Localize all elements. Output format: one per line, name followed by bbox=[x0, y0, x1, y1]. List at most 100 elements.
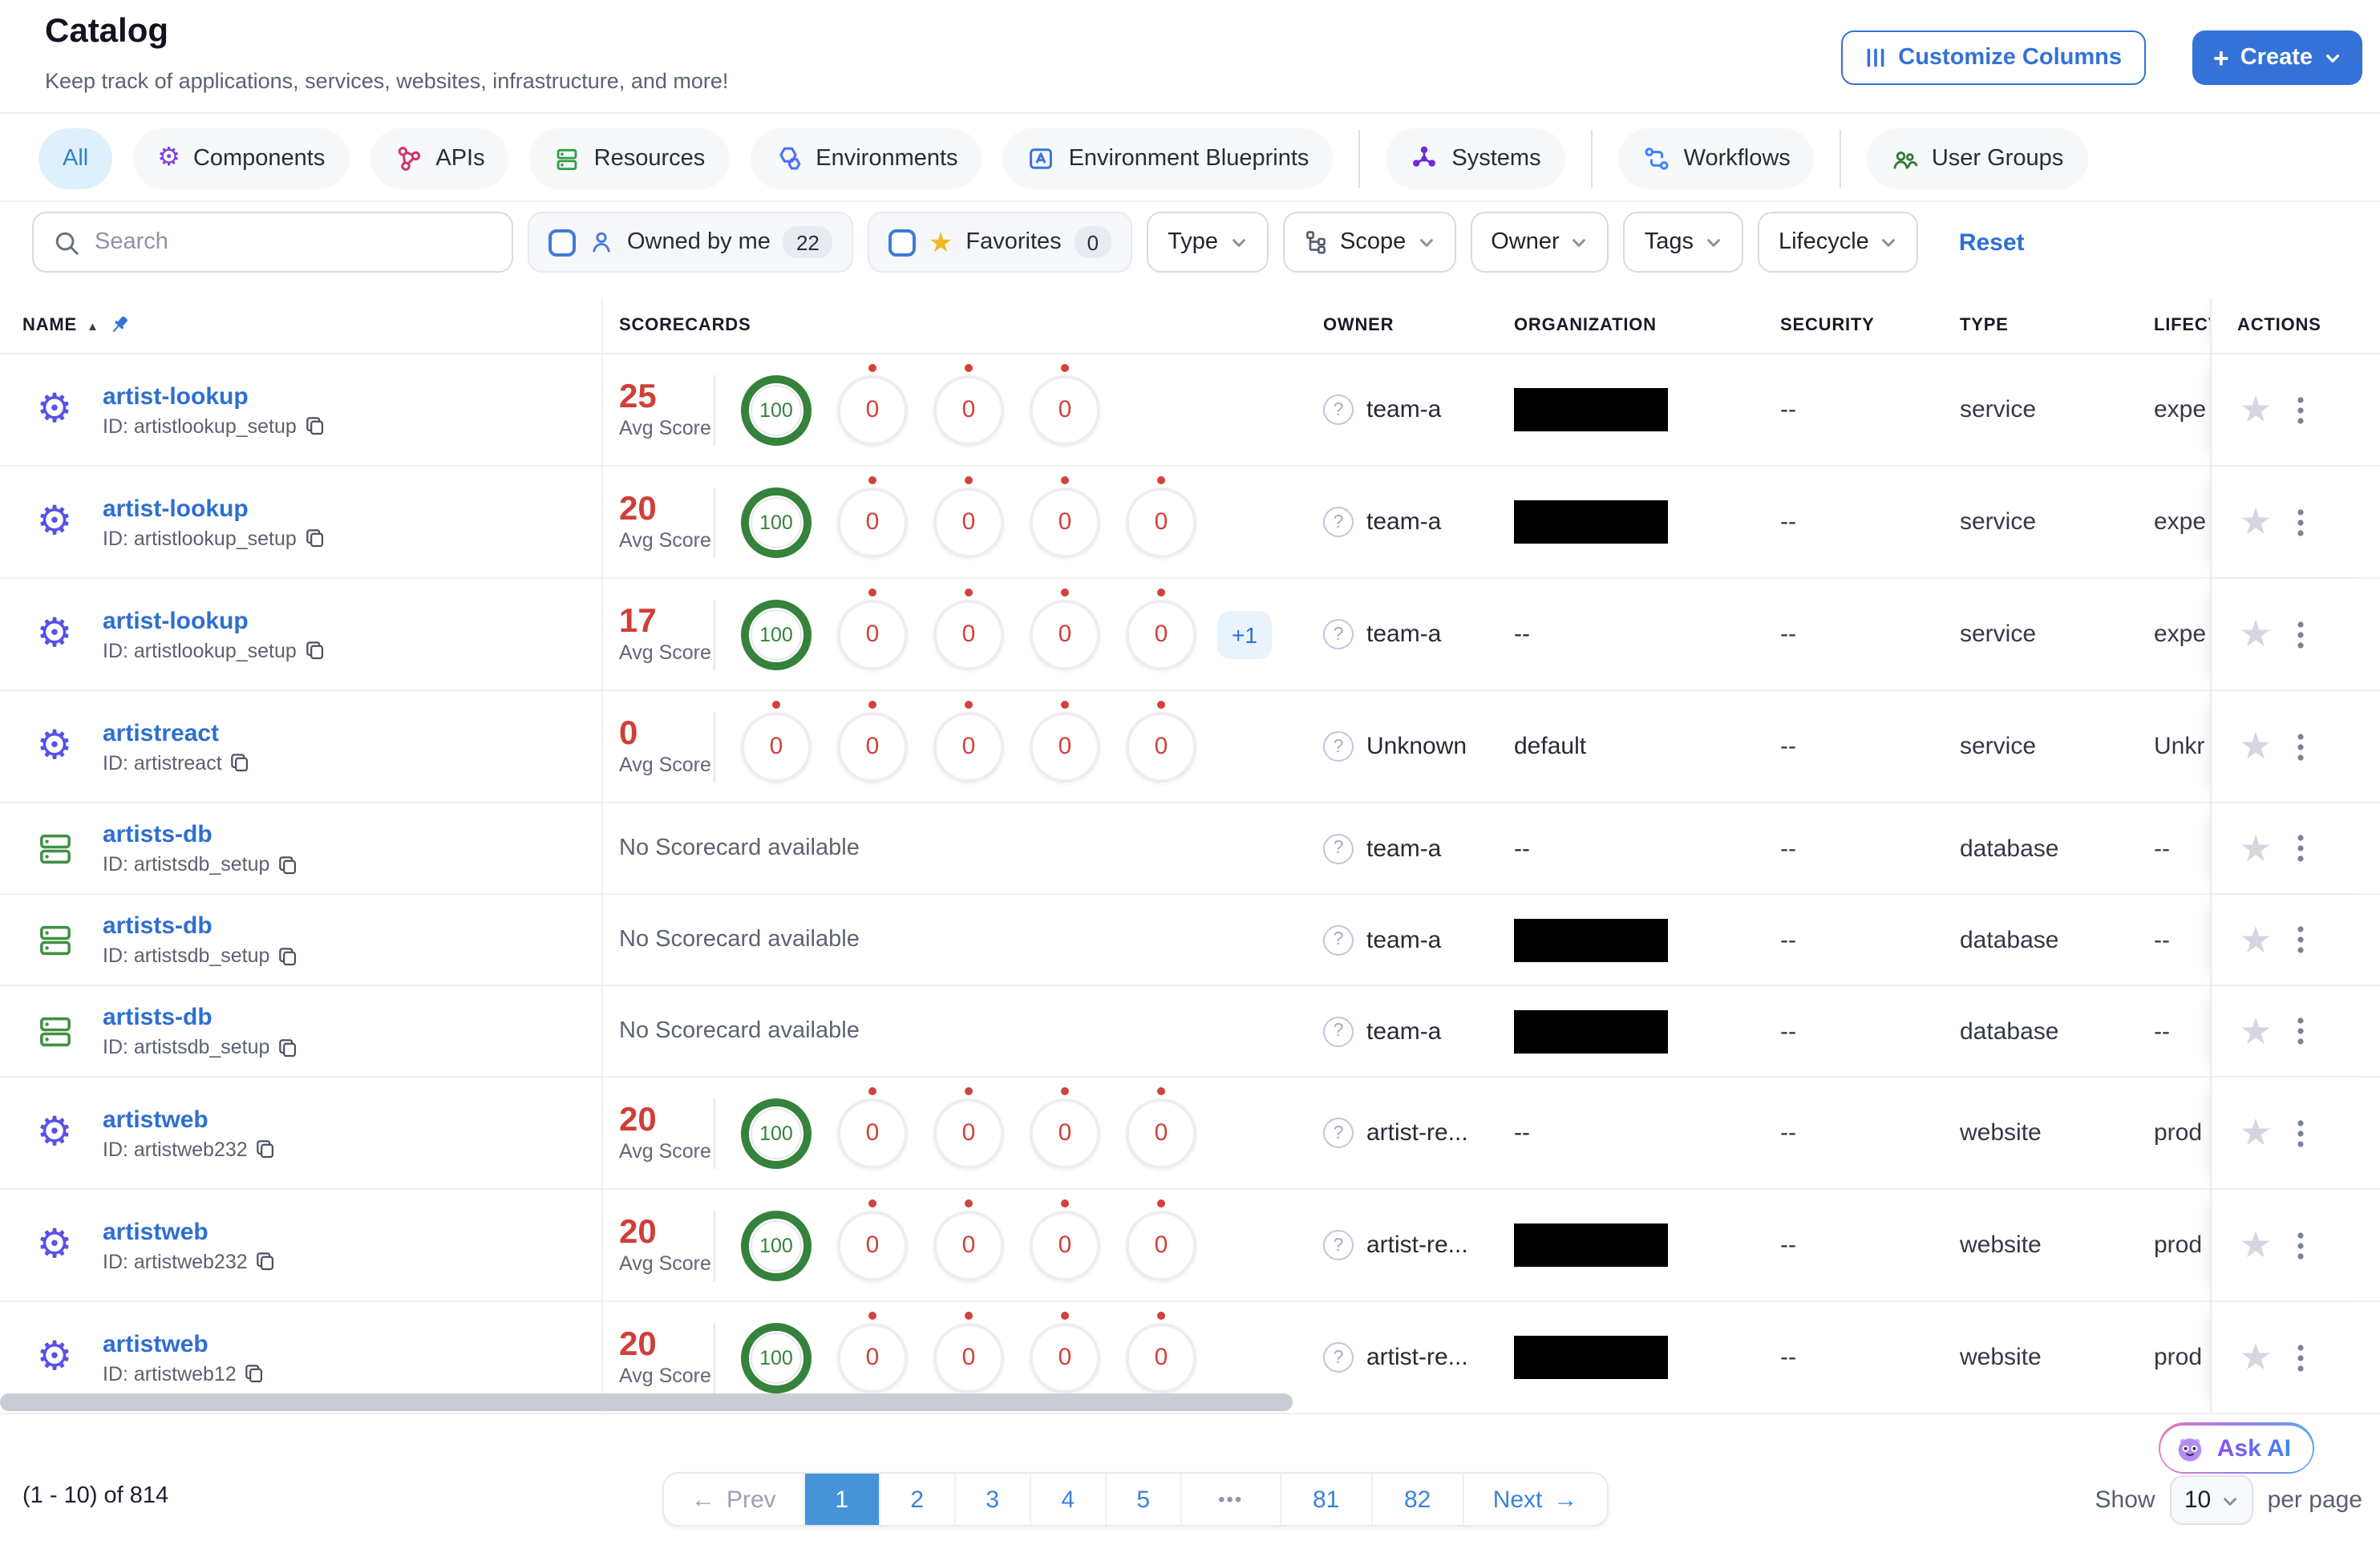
scorecard-circle[interactable]: 0 bbox=[1030, 711, 1100, 782]
pin-icon[interactable] bbox=[109, 314, 132, 337]
lifecycle-filter-dropdown[interactable]: Lifecycle bbox=[1757, 212, 1919, 273]
scorecard-circle[interactable]: 0 bbox=[837, 374, 908, 445]
tab-systems[interactable]: Systems bbox=[1386, 128, 1565, 189]
copy-icon[interactable] bbox=[277, 945, 298, 966]
copy-icon[interactable] bbox=[305, 415, 326, 436]
scorecard-circle[interactable]: 0 bbox=[933, 599, 1004, 669]
favorite-star-icon[interactable]: ★ bbox=[2239, 613, 2273, 654]
scorecard-circle[interactable]: 0 bbox=[1030, 1322, 1100, 1393]
row-menu-icon[interactable] bbox=[2297, 925, 2305, 954]
next-page-button[interactable]: Next → bbox=[1462, 1474, 1607, 1525]
row-menu-icon[interactable] bbox=[2297, 834, 2305, 863]
scorecard-circle[interactable]: 0 bbox=[933, 1210, 1004, 1280]
owner-value[interactable]: artist-re... bbox=[1366, 1119, 1468, 1147]
scorecard-circle[interactable]: 0 bbox=[1126, 1098, 1196, 1168]
page-button-2[interactable]: 2 bbox=[878, 1474, 954, 1525]
create-button[interactable]: + Create bbox=[2192, 30, 2362, 85]
entity-name-link[interactable]: artists-db bbox=[103, 821, 212, 848]
scorecard-circle[interactable]: 0 bbox=[1030, 599, 1100, 669]
row-menu-icon[interactable] bbox=[2297, 732, 2305, 761]
tab-workflows[interactable]: Workflows bbox=[1617, 128, 1815, 189]
scorecard-circle[interactable]: 100 bbox=[741, 487, 812, 557]
entity-name-link[interactable]: artistreact bbox=[103, 719, 220, 746]
owner-value[interactable]: artist-re... bbox=[1366, 1344, 1468, 1371]
column-header-name[interactable]: NAME ▲ bbox=[0, 298, 603, 353]
tab-environment-blueprints[interactable]: Environment Blueprints bbox=[1002, 128, 1334, 189]
scorecard-circle[interactable]: 0 bbox=[933, 374, 1004, 445]
more-scorecards-badge[interactable]: +1 bbox=[1217, 610, 1272, 658]
favorite-star-icon[interactable]: ★ bbox=[2239, 827, 2273, 868]
favorite-star-icon[interactable]: ★ bbox=[2239, 725, 2273, 766]
favorite-star-icon[interactable]: ★ bbox=[2239, 1336, 2273, 1377]
copy-icon[interactable] bbox=[256, 1139, 277, 1159]
column-header-lifecycle[interactable]: LIFECYCLE bbox=[2154, 316, 2210, 335]
prev-page-button[interactable]: ← Prev bbox=[691, 1486, 776, 1513]
row-menu-icon[interactable] bbox=[2297, 395, 2305, 424]
column-header-scorecards[interactable]: SCORECARDS bbox=[619, 316, 751, 335]
tab-all[interactable]: All bbox=[38, 128, 113, 189]
type-filter-dropdown[interactable]: Type bbox=[1147, 212, 1268, 273]
favorite-star-icon[interactable]: ★ bbox=[2239, 388, 2273, 430]
scorecard-circle[interactable]: 0 bbox=[1030, 374, 1100, 445]
tab-user-groups[interactable]: User Groups bbox=[1867, 128, 2088, 189]
column-header-security[interactable]: SECURITY bbox=[1780, 316, 1875, 335]
scorecard-circle[interactable]: 0 bbox=[837, 1098, 908, 1168]
row-menu-icon[interactable] bbox=[2297, 620, 2305, 649]
copy-icon[interactable] bbox=[277, 854, 298, 875]
copy-icon[interactable] bbox=[305, 528, 326, 548]
favorites-checkbox[interactable] bbox=[888, 229, 916, 256]
scope-filter-dropdown[interactable]: Scope bbox=[1282, 212, 1456, 273]
copy-icon[interactable] bbox=[305, 640, 326, 661]
ask-ai-button[interactable]: Ask AI bbox=[2158, 1422, 2314, 1474]
entity-name-link[interactable]: artist-lookup bbox=[103, 495, 249, 522]
copy-icon[interactable] bbox=[277, 1037, 298, 1058]
tab-environments[interactable]: Environments bbox=[750, 128, 982, 189]
tab-components[interactable]: ⚙ Components bbox=[133, 128, 350, 189]
owner-value[interactable]: team-a bbox=[1366, 396, 1442, 423]
entity-name-link[interactable]: artists-db bbox=[103, 912, 212, 940]
owner-value[interactable]: artist-re... bbox=[1366, 1232, 1468, 1259]
tags-filter-dropdown[interactable]: Tags bbox=[1623, 212, 1743, 273]
row-menu-icon[interactable] bbox=[2297, 1017, 2305, 1046]
owned-by-me-filter[interactable]: Owned by me 22 bbox=[528, 212, 853, 273]
page-button-3[interactable]: 3 bbox=[953, 1474, 1030, 1525]
page-button-81[interactable]: 81 bbox=[1279, 1474, 1371, 1525]
horizontal-scrollbar[interactable] bbox=[0, 1393, 1293, 1411]
scorecard-circle[interactable]: 0 bbox=[1126, 1210, 1196, 1280]
page-button-5[interactable]: 5 bbox=[1104, 1474, 1180, 1525]
scorecard-circle[interactable]: 100 bbox=[741, 1098, 812, 1168]
column-header-owner[interactable]: OWNER bbox=[1323, 316, 1394, 335]
row-menu-icon[interactable] bbox=[2297, 1343, 2305, 1372]
scorecard-circle[interactable]: 0 bbox=[837, 599, 908, 669]
page-size-select[interactable]: 10 bbox=[2169, 1475, 2253, 1525]
reset-filters-link[interactable]: Reset bbox=[1958, 229, 2025, 256]
scorecard-circle[interactable]: 0 bbox=[1126, 1322, 1196, 1393]
row-menu-icon[interactable] bbox=[2297, 1231, 2305, 1260]
column-header-type[interactable]: TYPE bbox=[1960, 316, 2009, 335]
entity-name-link[interactable]: artistweb bbox=[103, 1106, 208, 1133]
copy-icon[interactable] bbox=[245, 1363, 265, 1384]
entity-name-link[interactable]: artist-lookup bbox=[103, 607, 249, 634]
sort-asc-icon[interactable]: ▲ bbox=[87, 318, 99, 333]
column-header-organization[interactable]: ORGANIZATION bbox=[1514, 316, 1657, 335]
entity-name-link[interactable]: artist-lookup bbox=[103, 382, 249, 410]
owner-value[interactable]: team-a bbox=[1366, 926, 1442, 953]
owner-filter-dropdown[interactable]: Owner bbox=[1470, 212, 1609, 273]
favorite-star-icon[interactable]: ★ bbox=[2239, 1009, 2273, 1051]
scorecard-circle[interactable]: 0 bbox=[1126, 599, 1196, 669]
scorecard-circle[interactable]: 100 bbox=[741, 1322, 812, 1393]
tab-apis[interactable]: APIs bbox=[370, 128, 509, 189]
scorecard-circle[interactable]: 0 bbox=[837, 1210, 908, 1280]
page-button-1[interactable]: 1 bbox=[803, 1474, 879, 1525]
owned-by-me-checkbox[interactable] bbox=[548, 229, 576, 256]
owner-value[interactable]: team-a bbox=[1366, 1017, 1442, 1045]
scorecard-circle[interactable]: 100 bbox=[741, 599, 812, 669]
owner-value[interactable]: team-a bbox=[1366, 835, 1442, 862]
copy-icon[interactable] bbox=[230, 752, 251, 773]
scorecard-circle[interactable]: 0 bbox=[1126, 711, 1196, 782]
scorecard-circle[interactable]: 0 bbox=[933, 1322, 1004, 1393]
owner-value[interactable]: team-a bbox=[1366, 508, 1442, 536]
search-input[interactable] bbox=[95, 229, 492, 255]
favorites-filter[interactable]: ★ Favorites 0 bbox=[867, 212, 1133, 273]
scorecard-circle[interactable]: 0 bbox=[933, 487, 1004, 557]
